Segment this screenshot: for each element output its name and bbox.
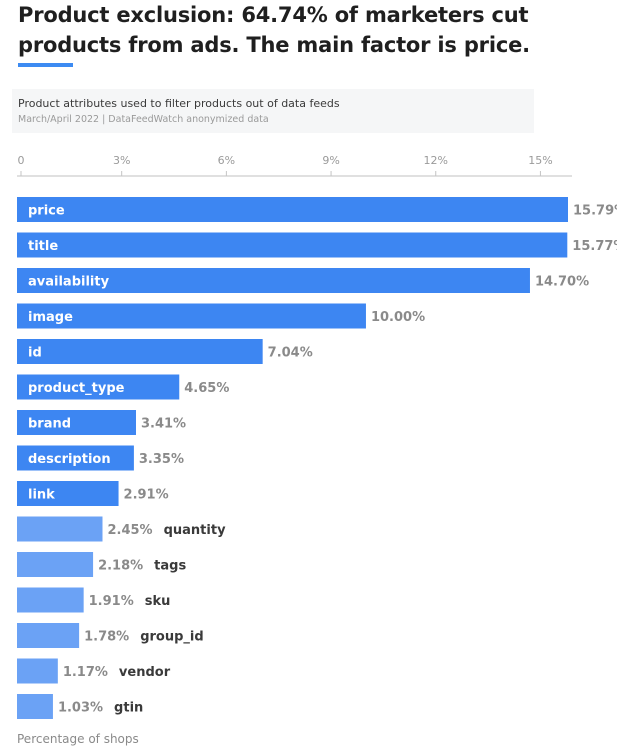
category-label-product_type: product_type: [28, 381, 125, 396]
category-label-brand: brand: [28, 417, 71, 432]
x-tick-label: 15%: [528, 154, 552, 167]
bar-gtin: [17, 694, 53, 719]
value-label-availability: 14.70%: [535, 275, 589, 290]
value-label-product_type: 4.65%: [184, 381, 229, 396]
bar-id: [17, 339, 263, 364]
category-label-vendor: vendor: [119, 665, 171, 680]
category-label-description: description: [28, 452, 111, 467]
category-label-quantity: quantity: [164, 523, 226, 538]
category-label-sku: sku: [145, 594, 171, 609]
bar-link: [17, 481, 119, 506]
category-label-tags: tags: [154, 559, 186, 574]
bar-availability: [17, 268, 530, 293]
category-label-availability: availability: [28, 275, 110, 290]
chart-source: March/April 2022 | DataFeedWatch anonymi…: [18, 114, 269, 125]
chart-subtitle: Product attributes used to filter produc…: [18, 97, 340, 110]
bar-product_type: [17, 374, 180, 400]
value-label-vendor: 1.17%: [63, 665, 108, 680]
headline: Product exclusion: 64.74% of marketers c…: [18, 0, 613, 60]
bar-tags: [17, 552, 94, 577]
category-label-gtin: gtin: [114, 701, 143, 716]
value-label-brand: 3.41%: [141, 417, 186, 432]
bar-sku: [17, 587, 84, 613]
value-label-image: 10.00%: [371, 310, 425, 325]
value-label-price: 15.79%: [573, 204, 617, 219]
value-label-quantity: 2.45%: [107, 523, 152, 538]
value-label-description: 3.35%: [139, 452, 184, 467]
category-label-title: title: [28, 239, 58, 254]
bar-vendor: [17, 658, 58, 684]
accent-rule: [18, 63, 73, 67]
x-tick-label: 0: [18, 154, 25, 167]
value-label-sku: 1.91%: [89, 594, 134, 609]
bar-image: [17, 303, 366, 329]
bar-title: [17, 232, 568, 258]
value-label-group_id: 1.78%: [84, 630, 129, 645]
category-label-price: price: [28, 204, 65, 219]
bar-description: [17, 445, 134, 471]
bar-brand: [17, 410, 136, 435]
x-tick-label: 12%: [424, 154, 448, 167]
x-tick-label: 3%: [113, 154, 130, 167]
value-label-tags: 2.18%: [98, 559, 143, 574]
headline-line-2: products from ads. The main factor is pr…: [18, 33, 530, 57]
x-tick-label: 9%: [322, 154, 339, 167]
category-label-id: id: [28, 346, 42, 361]
value-label-gtin: 1.03%: [58, 701, 103, 716]
bar-group_id: [17, 623, 80, 648]
chart-caption-box: Product attributes used to filter produc…: [12, 89, 534, 133]
value-label-link: 2.91%: [124, 488, 169, 503]
bar-quantity: [17, 516, 103, 542]
x-tick-label: 6%: [218, 154, 235, 167]
headline-line-1: Product exclusion: 64.74% of marketers c…: [18, 3, 529, 27]
value-label-title: 15.77%: [572, 239, 617, 254]
x-axis-label: Percentage of shops: [17, 732, 139, 746]
category-label-group_id: group_id: [140, 630, 203, 645]
bar-price: [17, 197, 568, 222]
category-label-image: image: [28, 310, 73, 325]
value-label-id: 7.04%: [268, 346, 313, 361]
category-label-link: link: [28, 488, 55, 503]
